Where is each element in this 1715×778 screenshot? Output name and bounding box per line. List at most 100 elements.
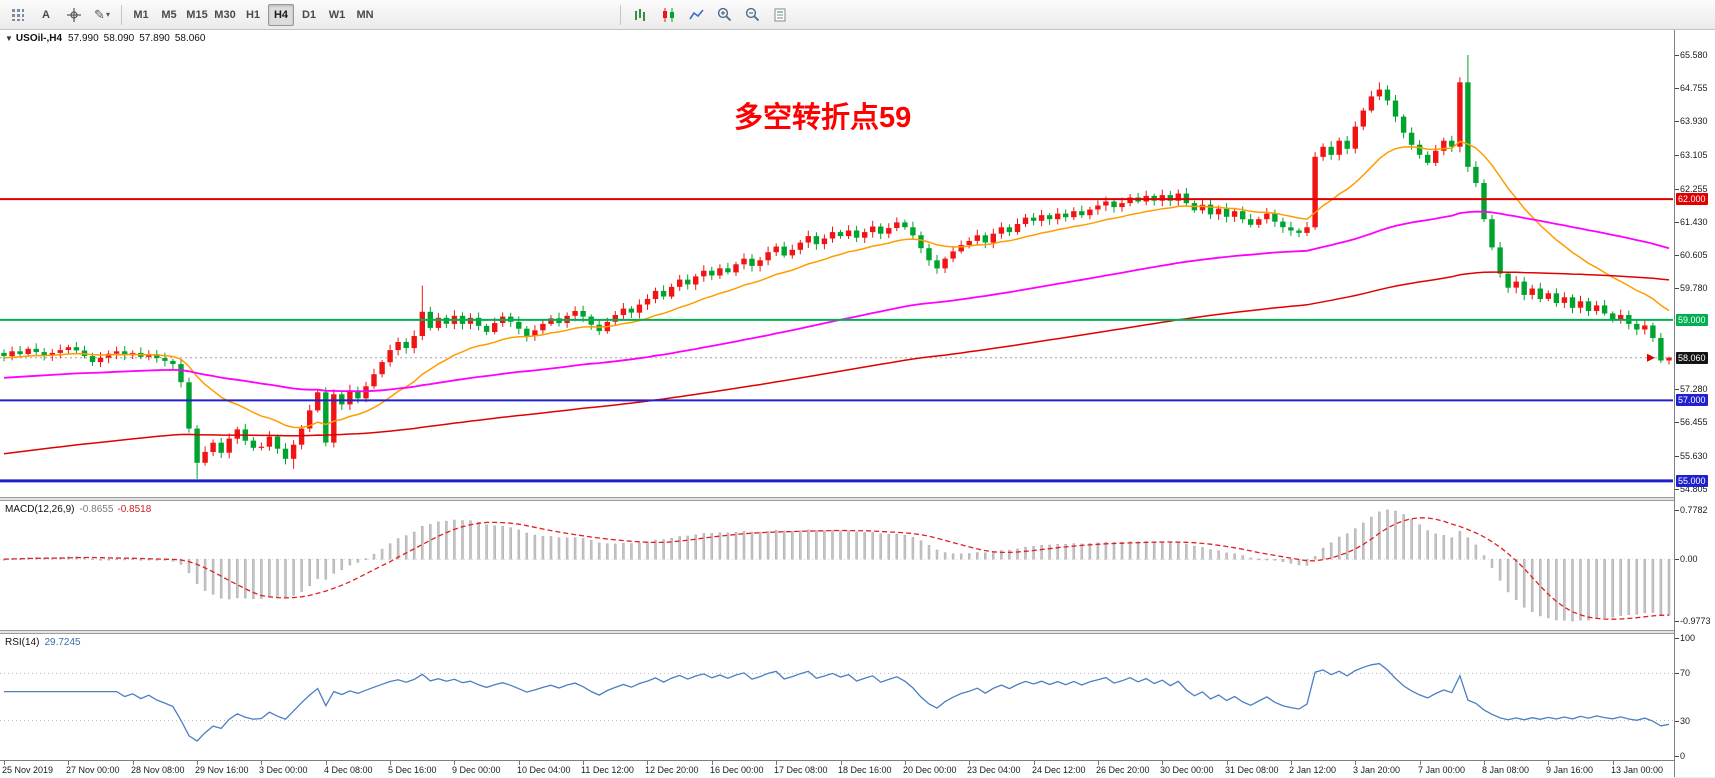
macd-histogram-bar — [1627, 558, 1631, 615]
macd-histogram-bar — [1281, 558, 1285, 562]
candle-body — [612, 315, 618, 322]
macd-histogram-bar — [1563, 558, 1566, 621]
chart-bars-button[interactable] — [627, 4, 653, 26]
time-axis-label: 10 Dec 04:00 — [517, 765, 571, 775]
macd-pane[interactable] — [0, 501, 1674, 630]
timeframe-m30-button[interactable]: M30 — [214, 8, 236, 21]
pane-divider[interactable] — [0, 497, 1715, 501]
rsi-value: 29.7245 — [44, 637, 81, 648]
time-axis[interactable]: 25 Nov 2019 27 Nov 00:00 28 Nov 08:00 29 No… — [0, 760, 1674, 778]
candle-body — [886, 228, 892, 234]
time-axis-label: 5 Dec 16:00 — [388, 765, 437, 775]
candle-body — [1071, 211, 1077, 218]
timeframe-m1-button[interactable]: M1 — [133, 8, 149, 21]
macd-histogram-bar — [453, 519, 456, 560]
candle-body — [1223, 208, 1230, 217]
chart-annotation-text[interactable]: 多空转折点59 — [734, 102, 912, 134]
axis-tick — [1675, 55, 1679, 56]
time-tick — [261, 761, 262, 765]
macd-histogram-bar — [1587, 558, 1590, 621]
macd-histogram-bar — [678, 536, 681, 560]
timeframe-h1-button[interactable]: H1 — [245, 8, 261, 21]
macd-histogram-bar — [919, 540, 923, 560]
pane-divider[interactable] — [0, 630, 1715, 634]
candle-body — [958, 245, 964, 252]
candle-body — [1505, 273, 1511, 288]
macd-histogram-bar — [1193, 545, 1196, 560]
rsi-axis-label: 30 — [1680, 716, 1691, 726]
ma-fast-orange-line — [3, 140, 1670, 429]
macd-histogram-bar — [1072, 543, 1076, 560]
candle-body — [9, 351, 15, 357]
zoom-out-button[interactable] — [739, 4, 765, 26]
timeframe-mn-button[interactable]: MN — [356, 8, 374, 21]
macd-histogram-bar — [1402, 514, 1405, 560]
macd-histogram-bar — [316, 558, 319, 579]
candle-body — [934, 260, 940, 269]
candle-body — [282, 448, 289, 459]
candle-body — [122, 351, 128, 356]
axis-price-label: 59.780 — [1680, 283, 1708, 293]
timeframe-h4-button[interactable]: H4 — [268, 3, 294, 26]
macd-histogram-bar — [445, 520, 448, 560]
zoom-in-button[interactable] — [711, 4, 737, 26]
crosshair-tool-button[interactable] — [61, 4, 87, 26]
candle-body — [290, 444, 297, 459]
toolbar-separator — [121, 4, 122, 25]
candle-body — [701, 270, 707, 277]
macd-label-line: MACD(12,26,9) -0.8655 -0.8518 — [5, 504, 151, 515]
candle-body — [950, 251, 956, 259]
templates-button[interactable] — [767, 4, 793, 26]
macd-histogram-bar — [1152, 541, 1156, 560]
candle-body — [1215, 208, 1222, 215]
macd-histogram-bar — [1450, 537, 1454, 560]
macd-histogram-bar — [1185, 543, 1188, 560]
candle-body — [942, 258, 948, 269]
grid-icon-button[interactable] — [5, 4, 31, 26]
candle-body — [1376, 89, 1383, 97]
macd-histogram-bar — [1177, 542, 1180, 560]
chart-window: ▼ USOil-,H4 57.990 58.090 57.890 58.060 多空转折点… — [0, 30, 1715, 778]
time-axis-label: 26 Dec 20:00 — [1096, 765, 1150, 775]
candle-body — [1296, 230, 1302, 233]
candle-body — [781, 246, 787, 256]
rsi-pane[interactable] — [0, 634, 1674, 760]
price-axis[interactable]: 65.580 64.755 63.930 63.105 62.255 61.430 60.6… — [1674, 30, 1715, 777]
candle-body — [668, 286, 675, 297]
main-chart-pane[interactable] — [0, 30, 1674, 497]
chart-line-button[interactable] — [683, 4, 709, 26]
candle-body — [902, 222, 908, 228]
price-arrow-marker[interactable] — [1647, 353, 1655, 362]
timeframe-m5-button[interactable]: M5 — [161, 8, 177, 21]
timeframe-d1-button[interactable]: D1 — [301, 8, 317, 21]
candle-body — [1521, 281, 1527, 295]
macd-histogram-bar — [1362, 522, 1365, 560]
time-tick — [1548, 761, 1549, 765]
level-price-badge: 57.000 — [1676, 394, 1708, 406]
collapse-icon[interactable]: ▼ — [5, 34, 13, 43]
chart-candles-button[interactable] — [655, 4, 681, 26]
candle-body — [1561, 297, 1568, 303]
candle-body — [1545, 293, 1551, 299]
macd-histogram-bar — [1128, 541, 1132, 560]
ma-mid-magenta-line — [3, 210, 1670, 393]
axis-tick — [1675, 559, 1679, 560]
timeframe-w1-button[interactable]: W1 — [328, 8, 346, 21]
time-tick — [841, 761, 842, 765]
crosshair-icon — [67, 7, 81, 22]
time-axis-label: 9 Jan 16:00 — [1546, 765, 1594, 775]
text-tool-button[interactable]: A — [42, 8, 50, 21]
time-axis-label: 27 Nov 00:00 — [66, 765, 120, 775]
macd-histogram-bar — [742, 531, 746, 560]
macd-histogram-bar — [1273, 558, 1277, 561]
macd-histogram-bar — [1474, 544, 1478, 560]
candle-body — [1384, 89, 1391, 101]
candle-body — [1457, 82, 1463, 147]
candle-body — [1658, 338, 1664, 361]
candle-body — [773, 246, 779, 253]
draw-tool-button[interactable]: ✎ ▾ — [89, 4, 115, 26]
axis-price-label: 57.280 — [1680, 384, 1708, 394]
macd-histogram-bar — [935, 549, 939, 560]
candle-body — [1408, 132, 1415, 145]
timeframe-m15-button[interactable]: M15 — [186, 8, 208, 21]
